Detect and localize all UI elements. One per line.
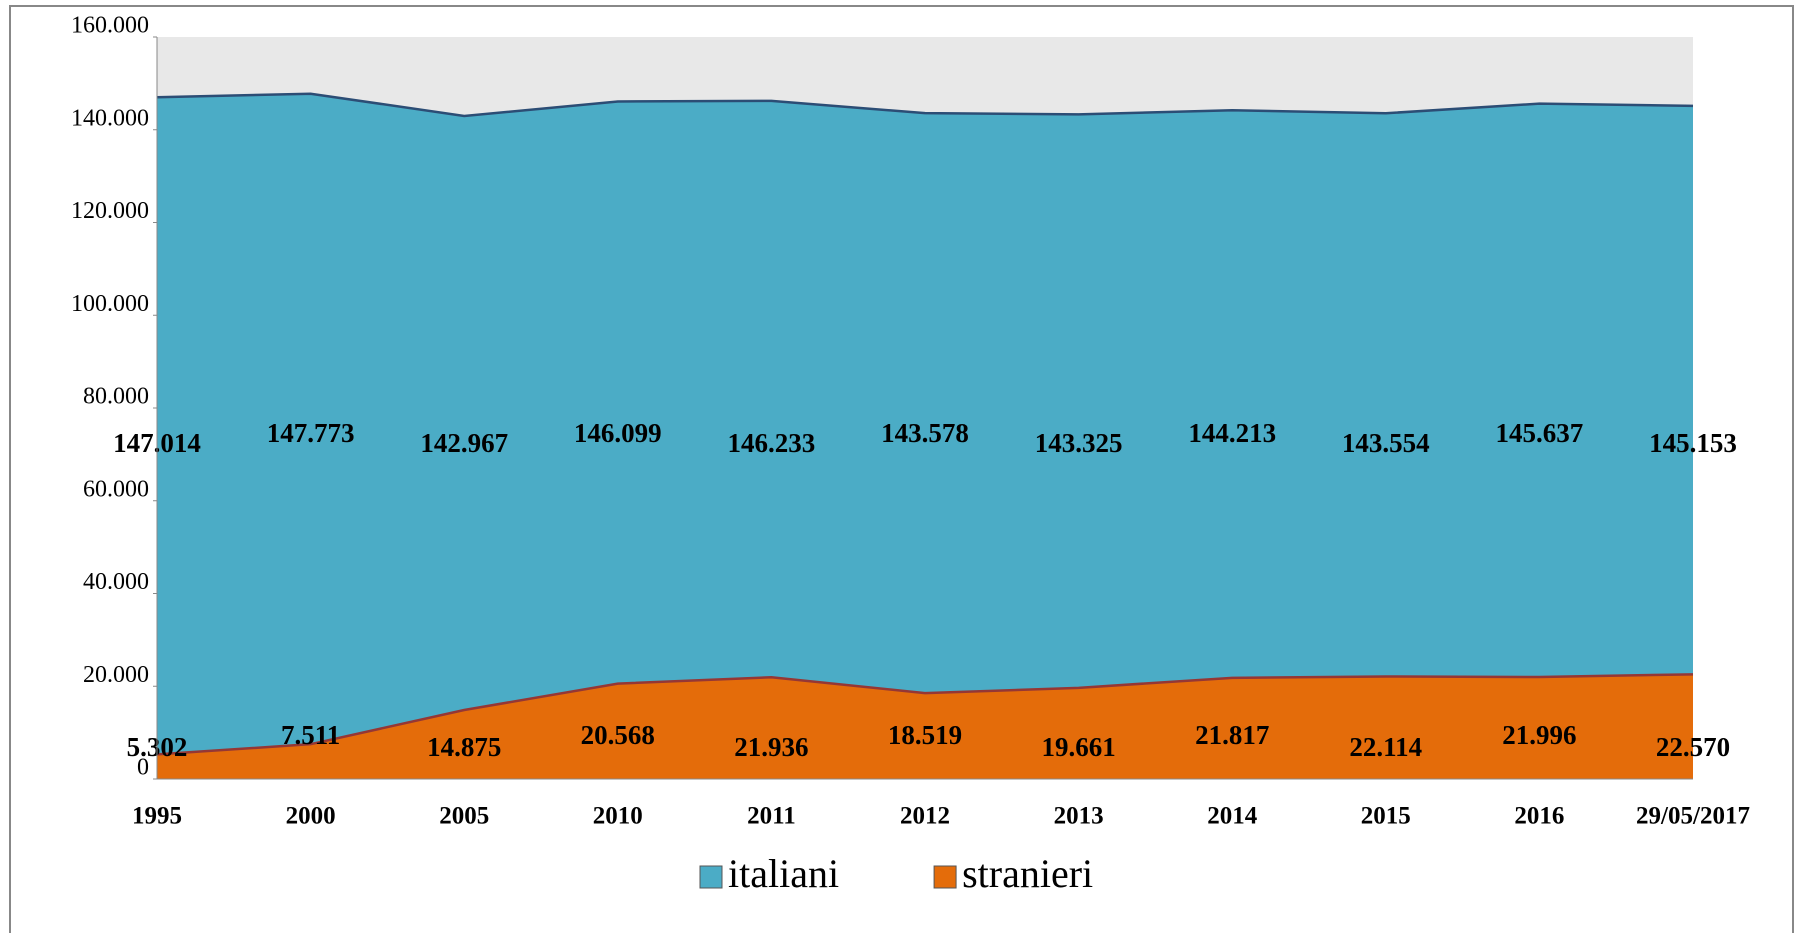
x-tick-label: 2013 (1054, 803, 1104, 830)
x-tick-label: 2014 (1207, 803, 1258, 830)
data-label: 22.114 (1349, 732, 1422, 762)
data-label: 145.153 (1649, 428, 1737, 458)
area (157, 93, 1693, 780)
data-label: 142.967 (420, 428, 508, 458)
data-label: 144.213 (1188, 418, 1276, 448)
y-tick-label: 20.000 (83, 662, 149, 688)
data-label: 146.099 (574, 418, 662, 448)
data-label: 21.996 (1502, 720, 1576, 750)
data-label: 21.936 (734, 732, 808, 762)
data-label: 20.568 (581, 720, 655, 750)
data-label: 22.570 (1656, 732, 1730, 762)
legend-swatch (699, 865, 723, 889)
y-tick-label: 140.000 (71, 105, 149, 131)
legend-label: italiani (728, 851, 839, 896)
data-label: 19.661 (1041, 732, 1115, 762)
x-tick-label: 2015 (1361, 803, 1411, 830)
x-tick-label: 29/05/2017 (1636, 803, 1750, 830)
data-label: 18.519 (888, 720, 962, 750)
y-tick-label: 80.000 (83, 384, 149, 410)
area (157, 674, 1693, 779)
data-label: 143.554 (1342, 428, 1430, 458)
y-tick-label: 60.000 (83, 476, 149, 502)
data-label: 143.325 (1035, 428, 1123, 458)
data-label: 145.637 (1496, 418, 1584, 448)
area-line (156, 92, 1694, 118)
y-tick-label: 40.000 (83, 569, 149, 595)
y-tick-label: 0 (137, 755, 149, 781)
x-tick-label: 2012 (900, 803, 950, 830)
legend-swatch (933, 865, 957, 889)
y-tick-label: 100.000 (71, 291, 149, 317)
x-tick-label: 2005 (439, 803, 489, 830)
x-tick-label: 2000 (286, 803, 336, 830)
x-tick-label: 2016 (1514, 803, 1564, 830)
data-label: 7.511 (281, 720, 340, 750)
x-tick-label: 1995 (132, 803, 182, 830)
legend-label: stranieri (962, 851, 1093, 896)
frame (9, 5, 1794, 933)
y-tick-label: 160.000 (71, 13, 149, 39)
area-line (156, 673, 1694, 756)
data-label: 147.773 (267, 418, 355, 448)
y-tick-label: 120.000 (71, 198, 149, 224)
data-label: 21.817 (1195, 720, 1269, 750)
x-tick-label: 2010 (593, 803, 643, 830)
x-tick-label: 2011 (747, 803, 796, 830)
data-label: 14.875 (427, 732, 501, 762)
data-label: 143.578 (881, 418, 969, 448)
data-label: 146.233 (728, 428, 816, 458)
